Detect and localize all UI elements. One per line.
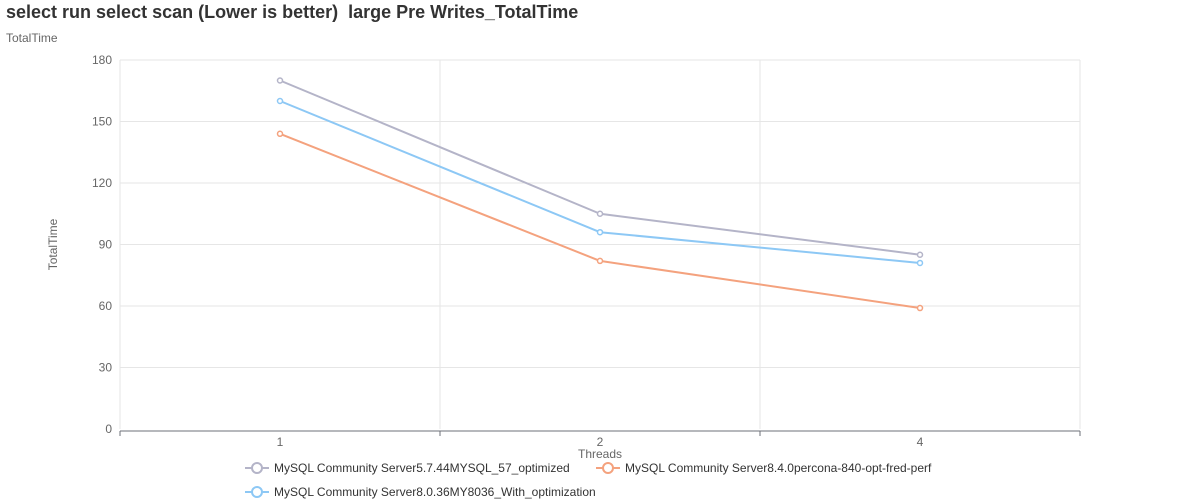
legend-swatch-marker [251, 462, 263, 474]
series-line-2 [279, 100, 921, 264]
x-tick-label: 1 [277, 435, 284, 449]
x-tick-label: 4 [917, 435, 924, 449]
data-point [916, 304, 924, 312]
data-point [916, 251, 924, 258]
y-tick-label: 120 [92, 176, 112, 190]
x-axis-title: Threads [578, 447, 622, 461]
data-point [596, 257, 604, 265]
chart-title: select run select scan (Lower is better)… [6, 2, 579, 22]
series-line-0 [279, 79, 921, 256]
legend-swatch-marker [251, 486, 263, 498]
data-point [276, 130, 284, 138]
legend-item-2: MySQL Community Server8.0.36MY8036_With_… [245, 485, 596, 499]
data-point [276, 77, 284, 84]
chart-subtitle: TotalTime [6, 31, 58, 45]
y-tick-label: 0 [105, 422, 112, 436]
data-point [596, 210, 604, 217]
legend-swatch-marker [602, 462, 614, 474]
y-tick-label: 30 [99, 361, 113, 375]
y-tick-label: 60 [99, 299, 113, 313]
legend-item-0: MySQL Community Server5.7.44MYSQL_57_opt… [245, 461, 570, 475]
x-tick-label: 2 [597, 435, 604, 449]
axes: 0 30 60 90 120 150 180 1 2 4 Threads TotalTime [46, 53, 1081, 461]
data-point [916, 259, 924, 267]
series-line-1 [279, 132, 921, 310]
y-tick-label: 90 [99, 238, 113, 252]
data-point [596, 228, 604, 236]
legend-label: MySQL Community Server8.4.0percona-840-o… [625, 461, 932, 475]
legend-item-1: MySQL Community Server8.4.0percona-840-o… [596, 461, 932, 475]
y-tick-label: 180 [92, 53, 112, 67]
legend-label: MySQL Community Server8.0.36MY8036_With_… [274, 485, 596, 499]
data-point [276, 97, 284, 105]
series-group [276, 77, 924, 312]
legend: MySQL Community Server5.7.44MYSQL_57_opt… [245, 461, 932, 499]
y-tick-label: 150 [92, 115, 112, 129]
legend-label: MySQL Community Server5.7.44MYSQL_57_opt… [274, 461, 570, 475]
y-axis-title: TotalTime [46, 218, 60, 270]
grid-lines [119, 59, 1081, 429]
